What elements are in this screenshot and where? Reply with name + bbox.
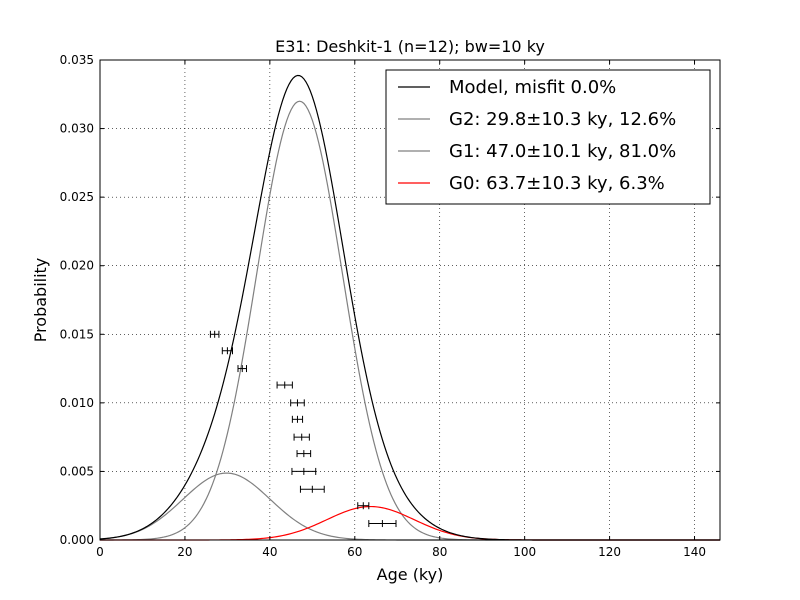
axis-ticks: 0 20 40 60 80 100 120 140 0.000 0.005 0.010 0.015 0.…	[60, 53, 720, 559]
legend-frame	[385, 69, 711, 205]
legend-label: Model, misfit 0.0%	[449, 77, 616, 98]
x-tick-label: 20	[177, 545, 192, 559]
legend: Model, misfit 0.0% G2: 29.8±10.3 ky, 12.6…	[385, 69, 711, 205]
sample-point	[296, 450, 312, 458]
sample-point	[299, 485, 325, 493]
x-axis-title: Age (ky)	[377, 565, 444, 584]
x-tick-label: 100	[513, 545, 536, 559]
x-tick-label: 80	[432, 545, 447, 559]
x-tick-label: 40	[262, 545, 277, 559]
x-tick-label: 0	[96, 545, 104, 559]
y-tick-label: 0.005	[60, 464, 94, 478]
sample-point	[209, 330, 220, 338]
legend-label: G2: 29.8±10.3 ky, 12.6%	[449, 109, 676, 130]
x-tick-label: 140	[683, 545, 706, 559]
y-tick-label: 0.030	[60, 122, 94, 136]
y-axis-title: Probability	[31, 258, 50, 343]
legend-label: G1: 47.0±10.1 ky, 81.0%	[449, 141, 676, 162]
y-tick-label: 0.025	[60, 190, 94, 204]
series-line-1	[99, 472, 720, 541]
y-tick-label: 0.020	[60, 259, 94, 273]
sample-point	[221, 347, 233, 355]
sample-point	[291, 415, 304, 423]
sample-point	[291, 467, 317, 475]
y-tick-label: 0.010	[60, 396, 94, 410]
sample-point	[276, 381, 293, 389]
legend-label: G0: 63.7±10.3 ky, 6.3%	[449, 173, 665, 194]
sample-error-bars	[209, 330, 397, 528]
plot-frame	[99, 59, 721, 541]
y-tick-label: 0.015	[60, 327, 94, 341]
chart-title: E31: Deshkit-1 (n=12); bw=10 ky	[275, 37, 545, 56]
x-tick-label: 60	[347, 545, 362, 559]
x-tick-label: 120	[598, 545, 621, 559]
sample-point	[368, 520, 397, 528]
sample-point	[293, 433, 310, 441]
sample-point	[237, 365, 248, 373]
y-tick-label: 0.035	[60, 53, 94, 67]
sample-point	[290, 399, 305, 407]
y-tick-label: 0.000	[60, 533, 94, 547]
sample-point	[357, 502, 370, 510]
